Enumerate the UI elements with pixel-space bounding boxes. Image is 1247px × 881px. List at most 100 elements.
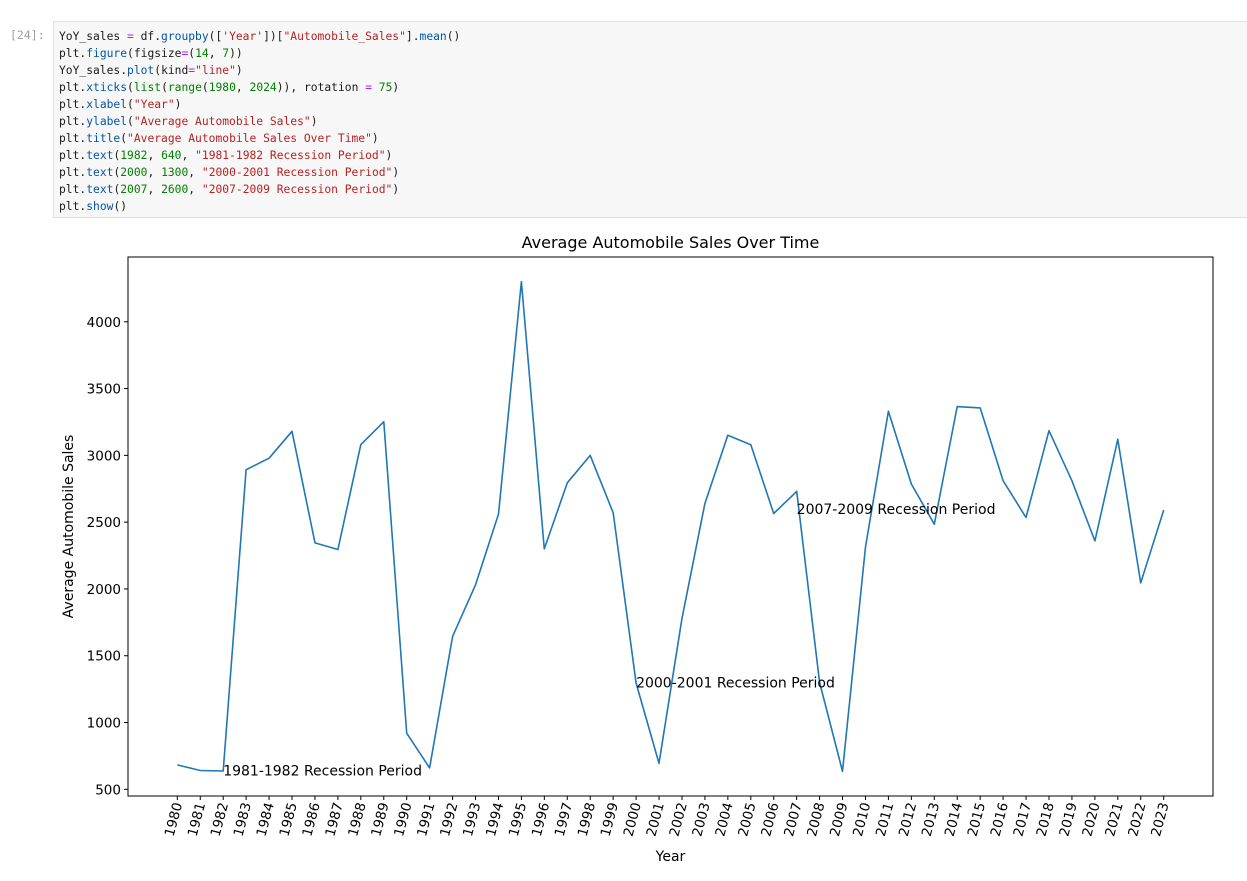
code-token: , — [208, 47, 223, 60]
code-token: = — [120, 30, 141, 43]
code-token: plt — [59, 183, 80, 196]
code-token: 640 — [161, 149, 182, 162]
x-tick-label: 2000 — [621, 801, 645, 838]
x-tick-label: 1992 — [437, 801, 461, 838]
code-token: "Year" — [133, 98, 175, 111]
code-token: () — [446, 30, 461, 43]
y-tick-label: 2000 — [87, 582, 121, 598]
code-token: plt — [59, 81, 80, 94]
x-tick-label: 1983 — [231, 801, 255, 838]
recession-annotation: 2000-2001 Recession Period — [636, 675, 835, 691]
code-token: title — [86, 132, 121, 145]
code-token: ) — [392, 183, 400, 196]
code-token: . — [154, 30, 162, 43]
x-tick-label: 2009 — [827, 801, 851, 838]
code-token: ) — [385, 149, 393, 162]
x-tick-label: 2006 — [758, 801, 782, 838]
code-token: plt — [59, 166, 80, 179]
code-token: plt — [59, 98, 80, 111]
x-tick-label: 1988 — [345, 801, 369, 838]
code-line: plt.figure(figsize=(14, 7)) — [59, 45, 460, 62]
code-editor[interactable]: YoY_sales = df.groupby(['Year'])["Automo… — [53, 21, 1247, 218]
y-tick-label: 4000 — [87, 315, 121, 331]
x-tick-label: 2010 — [850, 801, 874, 838]
x-tick-label: 1990 — [391, 801, 415, 838]
code-token: ( — [188, 47, 196, 60]
code-line: plt.xticks(list(range(1980, 2024)), rota… — [59, 79, 460, 96]
y-tick-label: 1500 — [87, 649, 121, 665]
x-tick-label: 2001 — [644, 801, 668, 838]
code-token: 1980 — [208, 81, 236, 94]
code-token: figure — [86, 47, 128, 60]
x-tick-label: 2020 — [1079, 801, 1103, 838]
x-tick-label: 2003 — [689, 801, 713, 838]
code-token: )) — [229, 47, 243, 60]
x-tick-label: 1994 — [483, 801, 507, 838]
x-tick-label: 1981 — [185, 801, 209, 838]
code-token: 7 — [222, 47, 230, 60]
x-tick-label: 2012 — [896, 801, 920, 838]
code-token: 2000 — [120, 166, 148, 179]
code-token: , — [147, 183, 162, 196]
code-token: plt — [59, 149, 80, 162]
x-tick-label: 1991 — [414, 801, 438, 838]
line-chart: Average Automobile Sales Over Time 500 100… — [61, 233, 1214, 865]
x-tick-label: 1982 — [208, 801, 232, 838]
x-tick-label: 2011 — [873, 801, 897, 838]
x-tick-label: 2007 — [781, 801, 805, 838]
x-tick-label: 1984 — [254, 801, 278, 838]
x-tick-label: 2016 — [988, 801, 1012, 838]
code-token: ) — [371, 132, 379, 145]
code-token: ylabel — [86, 115, 128, 128]
x-tick-label: 1998 — [575, 801, 599, 838]
code-token: , — [147, 166, 162, 179]
code-token: ( — [201, 81, 209, 94]
code-token: . — [79, 81, 87, 94]
x-tick-label: 1997 — [552, 801, 576, 838]
code-token: 1300 — [161, 166, 189, 179]
code-token: "line" — [195, 64, 236, 77]
recession-annotation: 1981-1982 Recession Period — [223, 764, 422, 780]
code-token: ( — [113, 183, 121, 196]
code-token: 2024 — [249, 81, 277, 94]
code-token: ( — [113, 149, 121, 162]
code-token: figsize — [133, 47, 182, 60]
code-line: plt.ylabel("Average Automobile Sales") — [59, 113, 460, 130]
code-token: kind — [161, 64, 189, 77]
x-tick-label: 1987 — [322, 801, 346, 838]
code-token: . — [120, 64, 128, 77]
code-token: = — [181, 47, 189, 60]
code-text[interactable]: YoY_sales = df.groupby(['Year'])["Automo… — [59, 28, 460, 215]
code-token: () — [113, 200, 128, 213]
code-token: ( — [113, 166, 121, 179]
code-token: list — [133, 81, 162, 94]
y-axis-label: Average Automobile Sales — [61, 435, 77, 619]
code-token: ( — [161, 81, 168, 94]
code-line: plt.show() — [59, 198, 460, 215]
code-token: ( — [154, 64, 162, 77]
x-tick-label: 2013 — [919, 801, 943, 838]
x-tick-label: 1980 — [162, 801, 186, 838]
x-tick-label: 2002 — [666, 801, 690, 838]
x-tick-label: 2023 — [1148, 801, 1172, 838]
x-tick-label: 1996 — [529, 801, 553, 838]
code-line: plt.xlabel("Year") — [59, 96, 460, 113]
x-tick-label: 2004 — [712, 801, 736, 838]
x-tick-label: 2018 — [1034, 801, 1058, 838]
x-tick-label: 2022 — [1125, 801, 1149, 838]
y-tick-label: 3500 — [87, 382, 121, 398]
code-token: ([ — [208, 30, 223, 43]
code-token: xticks — [86, 81, 128, 94]
code-token: ) — [310, 115, 318, 128]
x-tick-label: 1999 — [598, 801, 622, 838]
code-token: ) — [392, 166, 400, 179]
code-line: YoY_sales = df.groupby(['Year'])["Automo… — [59, 28, 460, 45]
recession-annotation: 2007-2009 Recession Period — [797, 502, 996, 518]
x-tick-label: 2021 — [1102, 801, 1126, 838]
code-line: plt.text(2000, 1300, "2000-2001 Recessio… — [59, 164, 460, 181]
code-token: plot — [127, 64, 155, 77]
x-tick-label: 1986 — [299, 801, 323, 838]
code-token: "Average Automobile Sales Over Time" — [127, 132, 372, 145]
code-token: show — [86, 200, 114, 213]
